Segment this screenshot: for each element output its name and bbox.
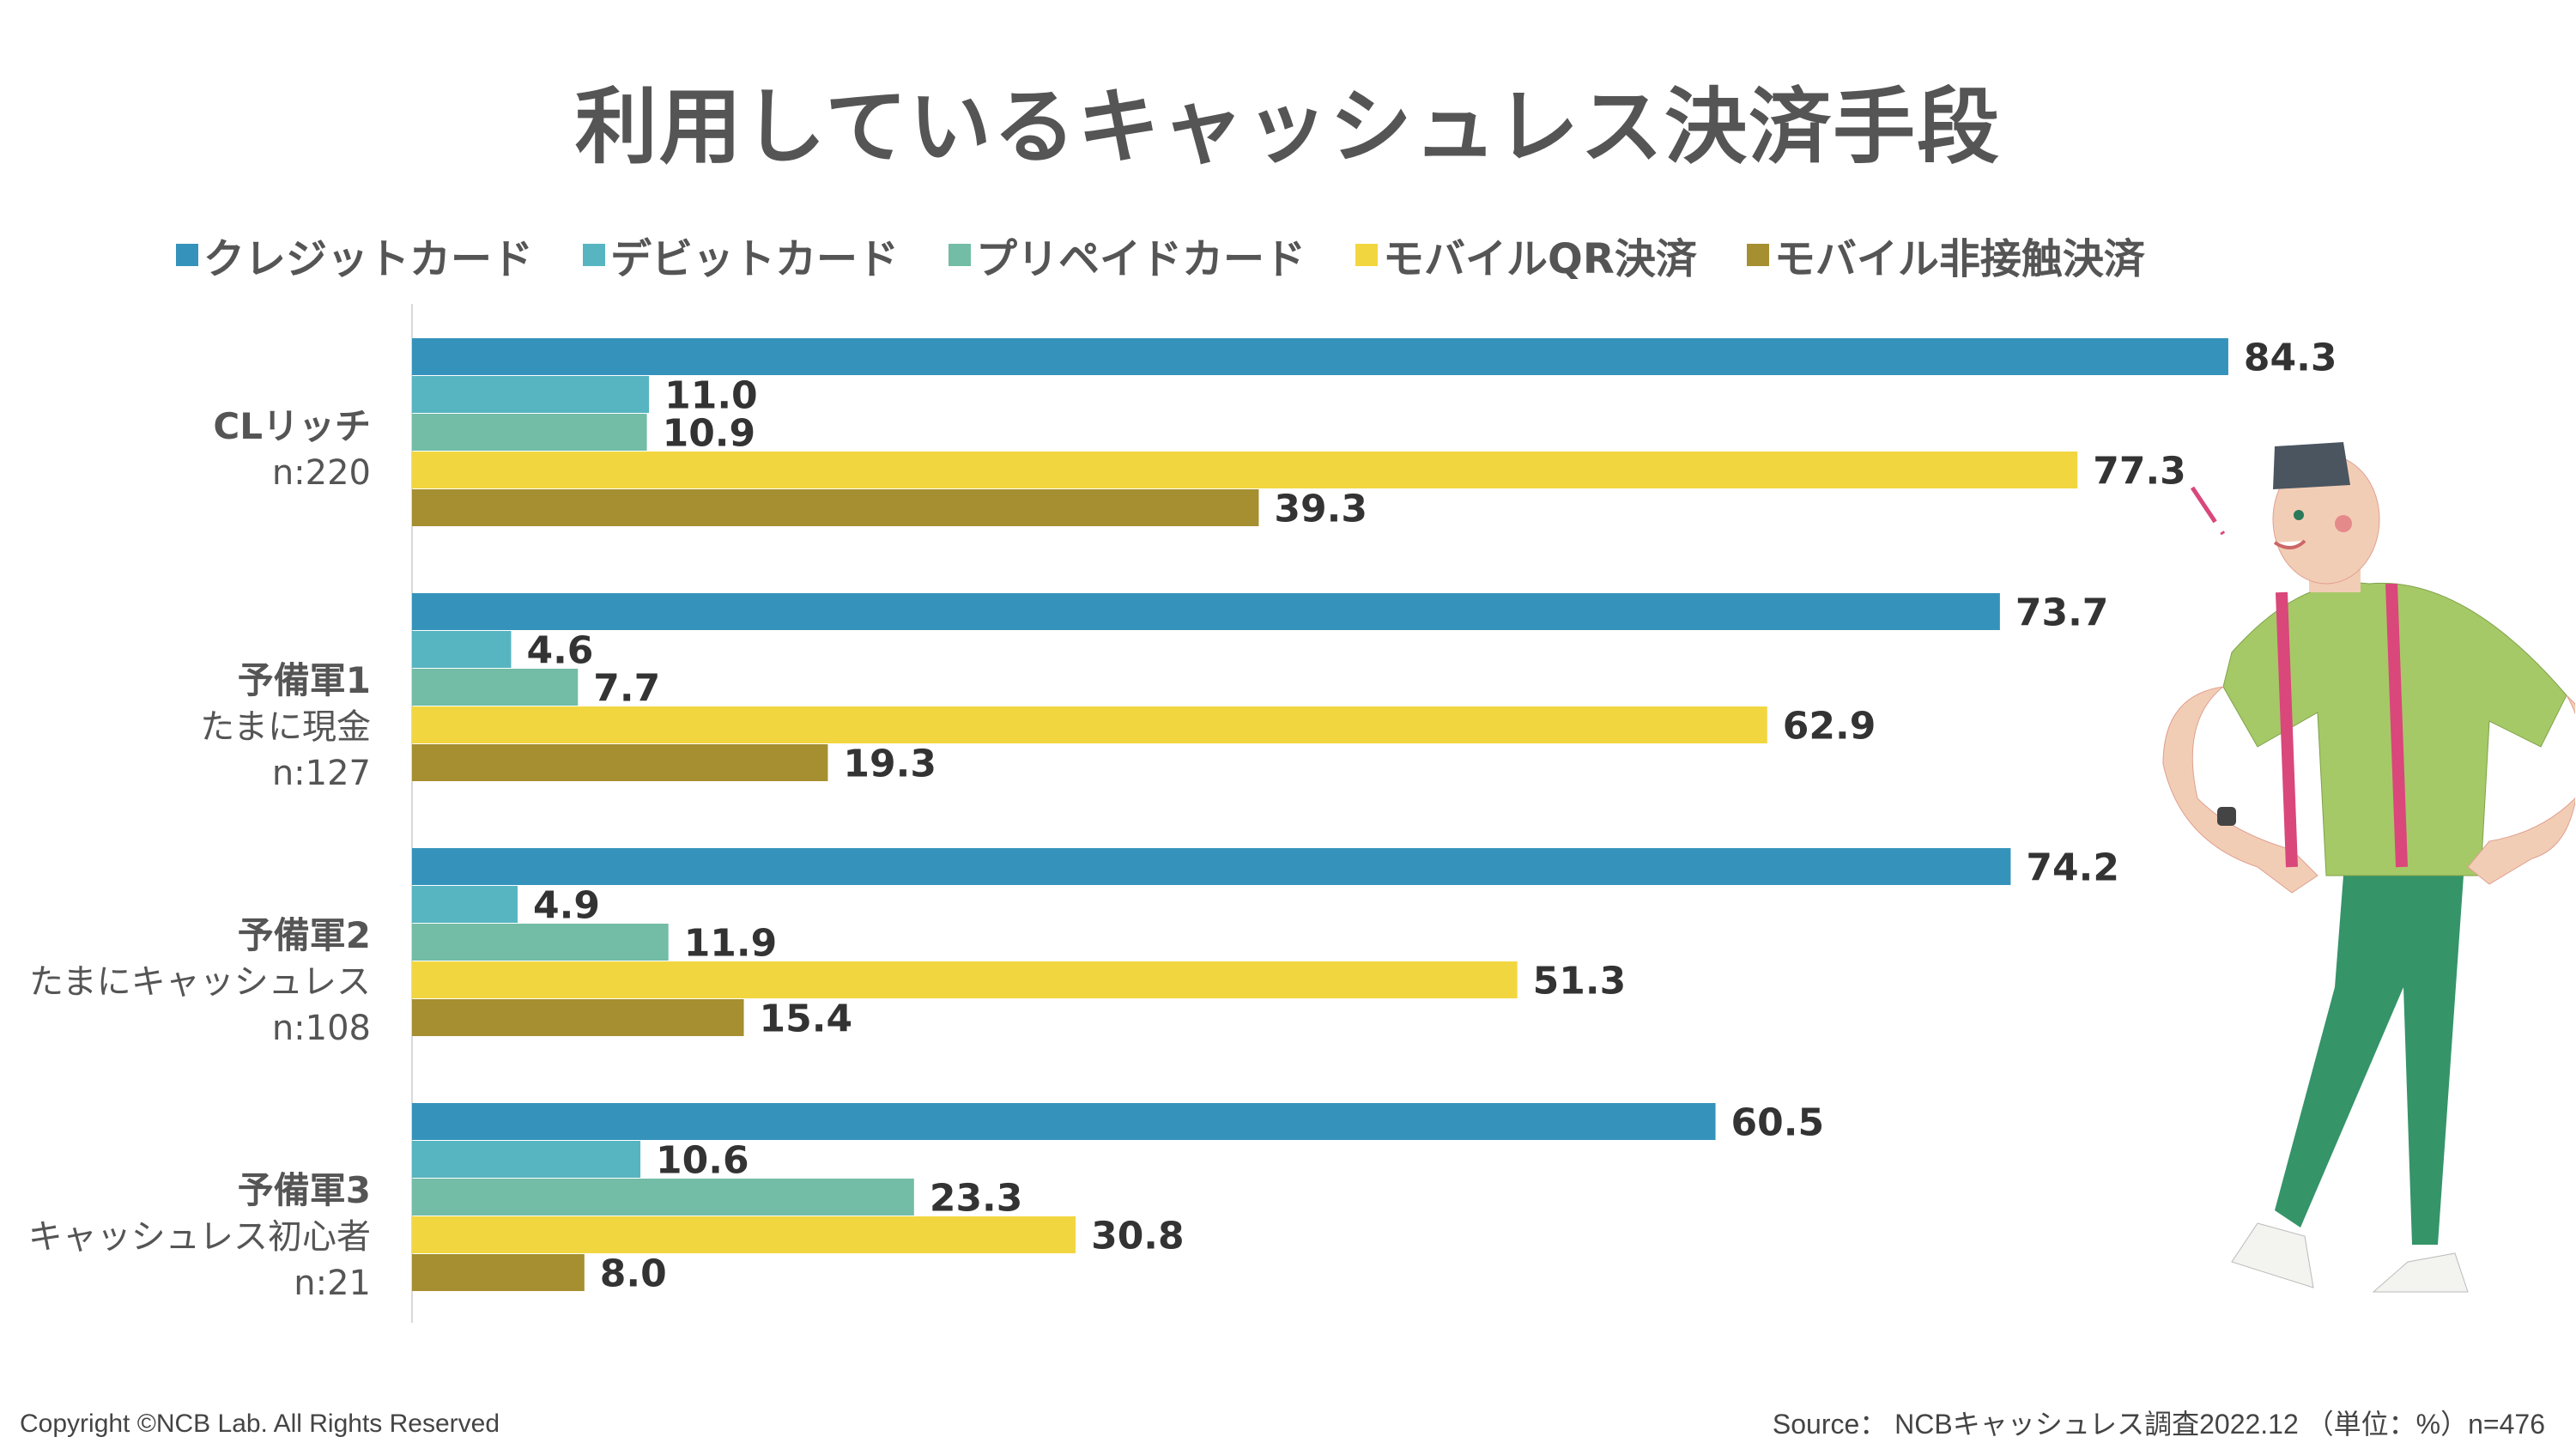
bar-1-0 [412,593,2000,630]
category-label-0: CLリッチ n:220 [213,403,371,496]
copyright: Copyright ©NCB Lab. All Rights Reserved [20,1410,500,1438]
category-n: n:21 [294,1264,371,1303]
data-label-3-3: 30.8 [1091,1215,1185,1258]
category-name: CLリッチ [213,405,371,447]
source-note: Source： NCBキャッシュレス調査2022.12 （単位：%）n=476 [1772,1409,2545,1440]
legend-label: デビットカード [610,235,900,283]
data-label-1-4: 19.3 [843,743,936,786]
bar-3-0 [412,1103,1716,1140]
bar-0-2 [412,414,647,451]
bar-3-1 [412,1141,641,1178]
legend-item-prepaid: プリペイドカード [949,225,1306,285]
bar-2-1 [412,886,518,923]
pants [2275,876,2464,1245]
data-label-2-4: 15.4 [760,997,853,1041]
legend-item-contactless: モバイル非接触決済 [1746,225,2145,285]
bar-2-2 [412,924,669,961]
category-name: 予備軍1 [237,659,371,701]
data-label-3-0: 60.5 [1731,1101,1825,1145]
data-label-0-2: 10.9 [663,412,756,456]
exclamation-mark [2190,486,2226,536]
legend-swatch [949,244,972,266]
chart-title: 利用しているキャッシュレス決済手段 [574,79,2002,175]
data-label-3-4: 8.0 [600,1252,667,1296]
bar-1-4 [412,744,828,781]
data-label-2-2: 11.9 [684,922,778,966]
bar-2-0 [412,848,2011,885]
data-label-3-2: 23.3 [930,1177,1023,1221]
bar-3-4 [412,1254,585,1291]
category-sub: たまにキャッシュレス [29,962,371,1002]
data-label-2-1: 4.9 [533,884,600,928]
bars: 84.3 11.010.9 77.3 39.3 73.7 4.67.7 62.9 19.3 74… [412,336,2337,1296]
category-n: n:220 [271,453,371,493]
bar-1-3 [412,706,1767,743]
legend-label: モバイル非接触決済 [1773,235,2145,283]
legend-item-qr: モバイルQR決済 [1355,225,1697,285]
cap [2273,442,2350,489]
category-n: n:127 [271,754,371,793]
right-shoe [2372,1252,2469,1293]
bar-0-0 [412,338,2228,375]
legend-item-debit: デビットカード [583,225,899,285]
data-label-0-0: 84.3 [2244,336,2337,380]
suspender-left [2276,591,2298,868]
legend-label: プリペイドカード [976,235,1306,283]
category-label-3: 予備軍3 キャッシュレス初心者 n:21 [28,1167,371,1307]
bar-3-3 [412,1216,1076,1253]
data-label-2-3: 51.3 [1533,960,1627,1003]
bar-2-4 [412,999,744,1036]
category-sub: たまに現金 [200,707,371,747]
bar-3-2 [412,1179,914,1216]
legend-item-credit: クレジットカード [176,225,533,285]
category-label-1: 予備軍1 たまに現金 n:127 [200,658,371,797]
bar-0-3 [412,452,2078,488]
left-shoe [2231,1222,2314,1288]
mouth [2273,539,2306,549]
left-arm [2162,686,2318,894]
legend-swatch [583,244,606,266]
legend-swatch [1746,244,1769,266]
bar-0-1 [412,376,650,413]
legend: クレジットカード デビットカード プリペイドカード モバイルQR決済 モバイル非… [176,225,2145,285]
watch [2217,807,2236,826]
data-label-1-3: 62.9 [1783,705,1876,749]
data-label-0-4: 39.3 [1274,488,1367,531]
legend-label: モバイルQR決済 [1383,235,1697,283]
category-name: 予備軍2 [237,914,371,956]
data-label-0-1: 11.0 [664,374,758,418]
bar-2-3 [412,961,1518,998]
category-label-2: 予備軍2 たまにキャッシュレス n:108 [29,912,371,1052]
data-label-1-1: 4.6 [526,629,593,673]
cheek [2335,515,2352,532]
data-label-1-2: 7.7 [593,667,660,711]
legend-swatch [1355,244,1379,266]
bar-1-1 [412,631,512,668]
category-name: 予備軍3 [237,1169,371,1211]
data-label-2-0: 74.2 [2026,846,2119,890]
legend-swatch [176,244,198,266]
data-label-0-3: 77.3 [2093,450,2186,494]
category-n: n:108 [271,1009,371,1048]
category-sub: キャッシュレス初心者 [27,1217,371,1257]
bar-1-2 [412,669,579,706]
bar-0-4 [412,489,1259,526]
right-arm [2467,694,2575,885]
eye [2294,510,2304,520]
data-label-3-1: 10.6 [656,1139,749,1183]
suspender-right [2385,583,2408,868]
data-label-1-0: 73.7 [2015,591,2109,635]
legend-label: クレジットカード [203,235,534,283]
character-illustration [2162,442,2575,1293]
